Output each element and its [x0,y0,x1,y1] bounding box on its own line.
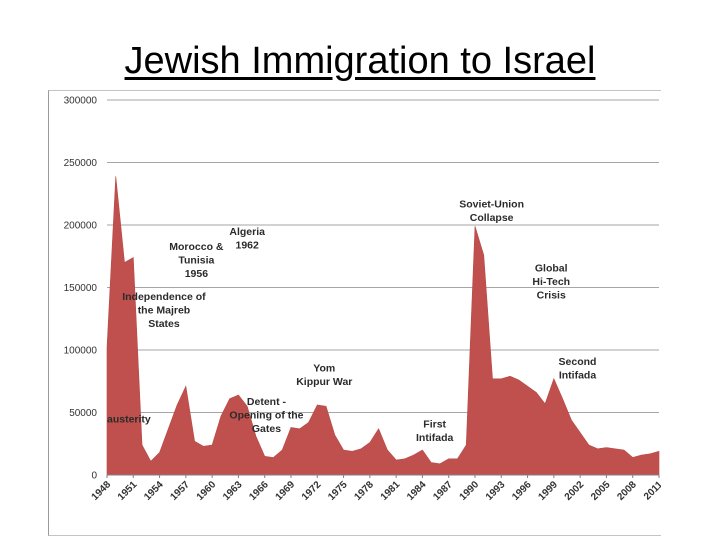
annotation-text: the Majreb [138,305,191,317]
x-tick-label: 2008 [615,479,639,503]
y-tick-label: 100000 [64,346,98,357]
annotation-text: Intifada [559,370,596,382]
x-tick-label: 1996 [510,479,534,503]
annotation-text: 1962 [236,240,260,252]
annotation-text: Morocco & [169,241,224,253]
immigration-area [106,176,660,476]
x-tick-label: 1984 [405,479,429,503]
annotation-text: Hi-Tech [532,276,570,288]
y-tick-label: 300000 [64,96,98,107]
x-tick-label: 1966 [247,479,271,503]
annotation-text: Crisis [537,289,566,301]
annotation-text: Global [535,262,568,274]
x-tick-label: 1969 [274,479,298,503]
x-tick-label: 1993 [484,479,508,503]
annotation-text: Tunisia [178,255,214,267]
x-tick-label: 1957 [168,479,192,503]
x-tick-label: 1975 [326,479,350,503]
y-tick-label: 50000 [69,408,97,419]
chart-svg: 0 50000 100000 150000 200000 250000 300000 1948… [64,96,666,503]
annotation-text: Intifada [416,432,453,444]
y-tick-label: 0 [91,471,97,482]
x-tick-label: 1990 [458,479,482,503]
annotation-text: Soviet-Union [459,199,524,211]
x-tick-label: 1960 [195,479,219,503]
x-tick-label: 1972 [300,479,324,503]
x-tick-label: 1951 [116,479,140,503]
annotation-text: Second [559,356,597,368]
x-tick-label: 1948 [90,479,114,503]
x-tick-label: 1981 [379,479,403,503]
x-tick-label: 2011 [642,479,661,502]
x-tick-label: 1954 [142,479,166,503]
annotation-text: Opening of the [229,410,303,422]
annotation-text: Detent - [247,396,287,408]
x-tick-label: 1963 [221,479,245,503]
annotation-text: Kippur War [296,376,352,388]
annotation-text: Gates [252,423,281,435]
annotation-text: Algeria [229,226,265,238]
annotation-text: First [423,419,446,431]
annotation-text: austerity [107,414,151,426]
x-tick-label: 1987 [431,479,455,503]
y-tick-label: 200000 [64,221,98,232]
annotation-text: States [148,318,180,330]
chart-frame: 0 50000 100000 150000 200000 250000 300000 1948… [48,90,666,536]
x-tick-label: 2002 [563,479,587,503]
annotation-text: Independence of [122,291,206,303]
x-tick-label: 2005 [589,479,613,503]
x-tick-label: 1999 [536,479,560,503]
chart-title: Jewish Immigration to Israel [124,40,596,82]
annotation-text: Collapse [470,212,514,224]
annotation-text: 1956 [185,268,209,280]
annotation-text: Yom [313,362,335,374]
x-tick-label: 1978 [352,479,376,503]
y-tick-label: 150000 [64,283,98,294]
y-tick-label: 250000 [64,158,98,169]
